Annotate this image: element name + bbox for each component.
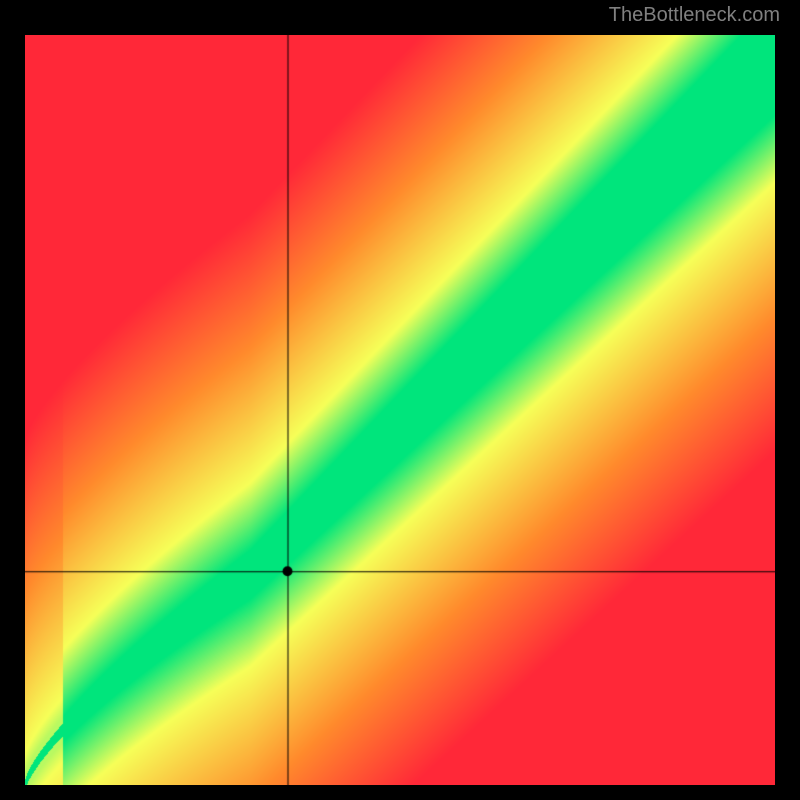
heatmap-canvas bbox=[25, 35, 775, 785]
heatmap-chart bbox=[25, 35, 775, 785]
chart-container: TheBottleneck.com bbox=[0, 0, 800, 800]
attribution-label: TheBottleneck.com bbox=[609, 4, 780, 27]
